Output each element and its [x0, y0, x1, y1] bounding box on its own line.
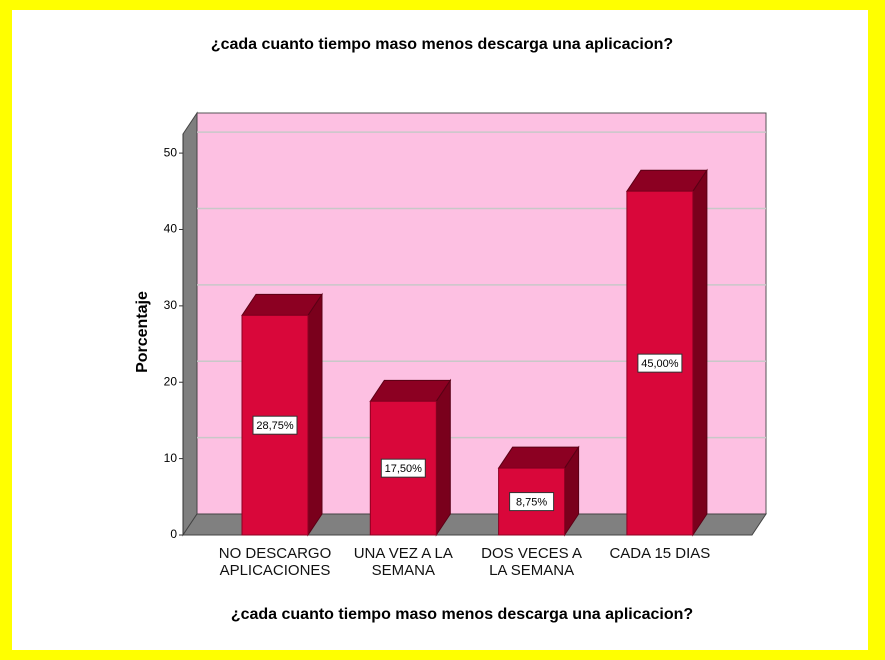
- value-label: 8,75%: [516, 496, 547, 508]
- side-wall: [182, 111, 198, 537]
- value-label: 45,00%: [641, 358, 679, 370]
- x-tick-label: DOS VECES A LA SEMANA: [481, 545, 583, 579]
- chart-frame: ¿cada cuanto tiempo maso menos descarga …: [12, 10, 868, 650]
- value-label-box: [509, 492, 555, 512]
- y-axis-title: Porcentaje: [134, 291, 151, 373]
- x-tick-label: UNA VEZ A LA SEMANA: [353, 545, 453, 579]
- value-label: 17,50%: [385, 463, 423, 475]
- value-label-box: [252, 415, 298, 435]
- y-tick-label: 20: [164, 374, 178, 388]
- y-tick-label: 30: [164, 298, 178, 312]
- y-tick-label: 50: [164, 145, 178, 159]
- value-label-box: [637, 353, 683, 373]
- chart-title: ¿cada cuanto tiempo maso menos descarga …: [211, 36, 673, 53]
- bar-side: [307, 292, 323, 537]
- y-tick-label: 0: [170, 527, 177, 541]
- bar-side: [692, 168, 708, 537]
- value-label: 28,75%: [256, 420, 294, 432]
- value-label-box: [380, 458, 426, 478]
- y-tick-label: 40: [164, 222, 178, 236]
- bar-side: [435, 378, 451, 537]
- x-tick-label: CADA 15 DIAS: [609, 545, 711, 562]
- x-axis-title: ¿cada cuanto tiempo maso menos descarga …: [231, 606, 693, 623]
- y-tick-label: 10: [164, 451, 178, 465]
- x-tick-label: NO DESCARGO APLICACIONES: [218, 545, 332, 579]
